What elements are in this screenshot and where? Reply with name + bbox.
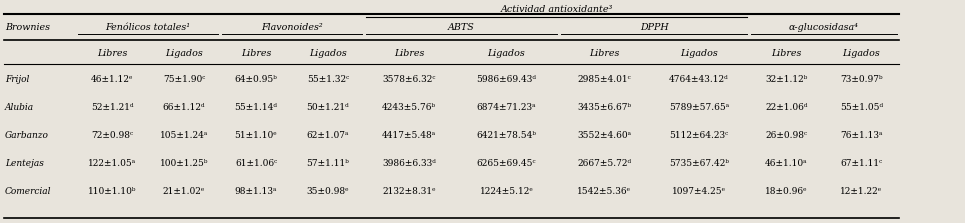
Text: 6265±69.45ᶜ: 6265±69.45ᶜ [477, 159, 537, 167]
Text: Lentejas: Lentejas [5, 159, 43, 167]
Text: Ligados: Ligados [165, 48, 203, 58]
Text: 4243±5.76ᵇ: 4243±5.76ᵇ [382, 103, 436, 112]
Text: 2667±5.72ᵈ: 2667±5.72ᵈ [577, 159, 631, 167]
Text: Libres: Libres [96, 48, 127, 58]
Text: 67±1.11ᶜ: 67±1.11ᶜ [841, 159, 883, 167]
Text: 3552±4.60ᵃ: 3552±4.60ᵃ [577, 130, 631, 140]
Text: 72±0.98ᶜ: 72±0.98ᶜ [91, 130, 133, 140]
Text: 3435±6.67ᵇ: 3435±6.67ᵇ [577, 103, 631, 112]
Text: Libres: Libres [394, 48, 425, 58]
Text: Libres: Libres [771, 48, 802, 58]
Text: 5986±69.43ᵈ: 5986±69.43ᵈ [477, 74, 537, 83]
Text: 21±1.02ᵉ: 21±1.02ᵉ [163, 186, 206, 196]
Text: 6874±71.23ᵃ: 6874±71.23ᵃ [477, 103, 537, 112]
Text: 105±1.24ᵃ: 105±1.24ᵃ [160, 130, 208, 140]
Text: ABTS: ABTS [448, 23, 475, 31]
Text: 5112±64.23ᶜ: 5112±64.23ᶜ [670, 130, 729, 140]
Text: Libres: Libres [589, 48, 620, 58]
Text: 1224±5.12ᵉ: 1224±5.12ᵉ [480, 186, 534, 196]
Text: 5735±67.42ᵇ: 5735±67.42ᵇ [669, 159, 729, 167]
Text: Ligados: Ligados [487, 48, 525, 58]
Text: Libres: Libres [241, 48, 271, 58]
Text: 12±1.22ᵉ: 12±1.22ᵉ [841, 186, 883, 196]
Text: Garbanzo: Garbanzo [5, 130, 49, 140]
Text: 73±0.97ᵇ: 73±0.97ᵇ [841, 74, 883, 83]
Text: 5789±57.65ᵃ: 5789±57.65ᵃ [669, 103, 730, 112]
Text: DPPH: DPPH [640, 23, 669, 31]
Text: 26±0.98ᶜ: 26±0.98ᶜ [765, 130, 808, 140]
Text: 2132±8.31ᵉ: 2132±8.31ᵉ [382, 186, 436, 196]
Text: 4764±43.12ᵈ: 4764±43.12ᵈ [669, 74, 729, 83]
Text: 64±0.95ᵇ: 64±0.95ᵇ [234, 74, 278, 83]
Text: 98±1.13ᵃ: 98±1.13ᵃ [234, 186, 277, 196]
Text: 4417±5.48ᵃ: 4417±5.48ᵃ [382, 130, 436, 140]
Text: 100±1.25ᵇ: 100±1.25ᵇ [160, 159, 208, 167]
Text: α-glucosidasa⁴: α-glucosidasa⁴ [789, 23, 859, 31]
Text: 22±1.06ᵈ: 22±1.06ᵈ [765, 103, 808, 112]
Text: Ligados: Ligados [680, 48, 718, 58]
Text: 55±1.05ᵈ: 55±1.05ᵈ [840, 103, 883, 112]
Text: 32±1.12ᵇ: 32±1.12ᵇ [765, 74, 808, 83]
Text: 62±1.07ᵃ: 62±1.07ᵃ [307, 130, 349, 140]
Text: Ligados: Ligados [309, 48, 346, 58]
Text: Flavonoides²: Flavonoides² [262, 23, 323, 31]
Text: 1542±5.36ᵉ: 1542±5.36ᵉ [577, 186, 631, 196]
Text: Ligados: Ligados [842, 48, 880, 58]
Text: Alubia: Alubia [5, 103, 34, 112]
Text: 50±1.21ᵈ: 50±1.21ᵈ [307, 103, 349, 112]
Text: 52±1.21ᵈ: 52±1.21ᵈ [91, 103, 133, 112]
Text: 3986±6.33ᵈ: 3986±6.33ᵈ [382, 159, 436, 167]
Text: 51±1.10ᵉ: 51±1.10ᵉ [234, 130, 277, 140]
Text: 75±1.90ᶜ: 75±1.90ᶜ [163, 74, 206, 83]
Text: 6421±78.54ᵇ: 6421±78.54ᵇ [477, 130, 537, 140]
Text: 110±1.10ᵇ: 110±1.10ᵇ [88, 186, 136, 196]
Text: 46±1.12ᵉ: 46±1.12ᵉ [91, 74, 133, 83]
Text: 66±1.12ᵈ: 66±1.12ᵈ [163, 103, 206, 112]
Text: 3578±6.32ᶜ: 3578±6.32ᶜ [382, 74, 436, 83]
Text: 55±1.32ᶜ: 55±1.32ᶜ [307, 74, 349, 83]
Text: 55±1.14ᵈ: 55±1.14ᵈ [234, 103, 278, 112]
Text: Brownies: Brownies [5, 23, 50, 31]
Text: 35±0.98ᵉ: 35±0.98ᵉ [307, 186, 349, 196]
Text: 1097±4.25ᵉ: 1097±4.25ᵉ [672, 186, 726, 196]
Text: Fenólicos totales¹: Fenólicos totales¹ [105, 23, 190, 31]
Text: 18±0.96ᵉ: 18±0.96ᵉ [765, 186, 808, 196]
Text: 46±1.10ᵃ: 46±1.10ᵃ [765, 159, 808, 167]
Text: Frijol: Frijol [5, 74, 29, 83]
Text: 61±1.06ᶜ: 61±1.06ᶜ [234, 159, 277, 167]
Text: 2985±4.01ᶜ: 2985±4.01ᶜ [577, 74, 631, 83]
Text: Comercial: Comercial [5, 186, 51, 196]
Text: 122±1.05ᵃ: 122±1.05ᵃ [88, 159, 136, 167]
Text: 76±1.13ᵃ: 76±1.13ᵃ [841, 130, 883, 140]
Text: Actividad antioxidante³: Actividad antioxidante³ [501, 6, 613, 14]
Text: 57±1.11ᵇ: 57±1.11ᵇ [307, 159, 349, 167]
